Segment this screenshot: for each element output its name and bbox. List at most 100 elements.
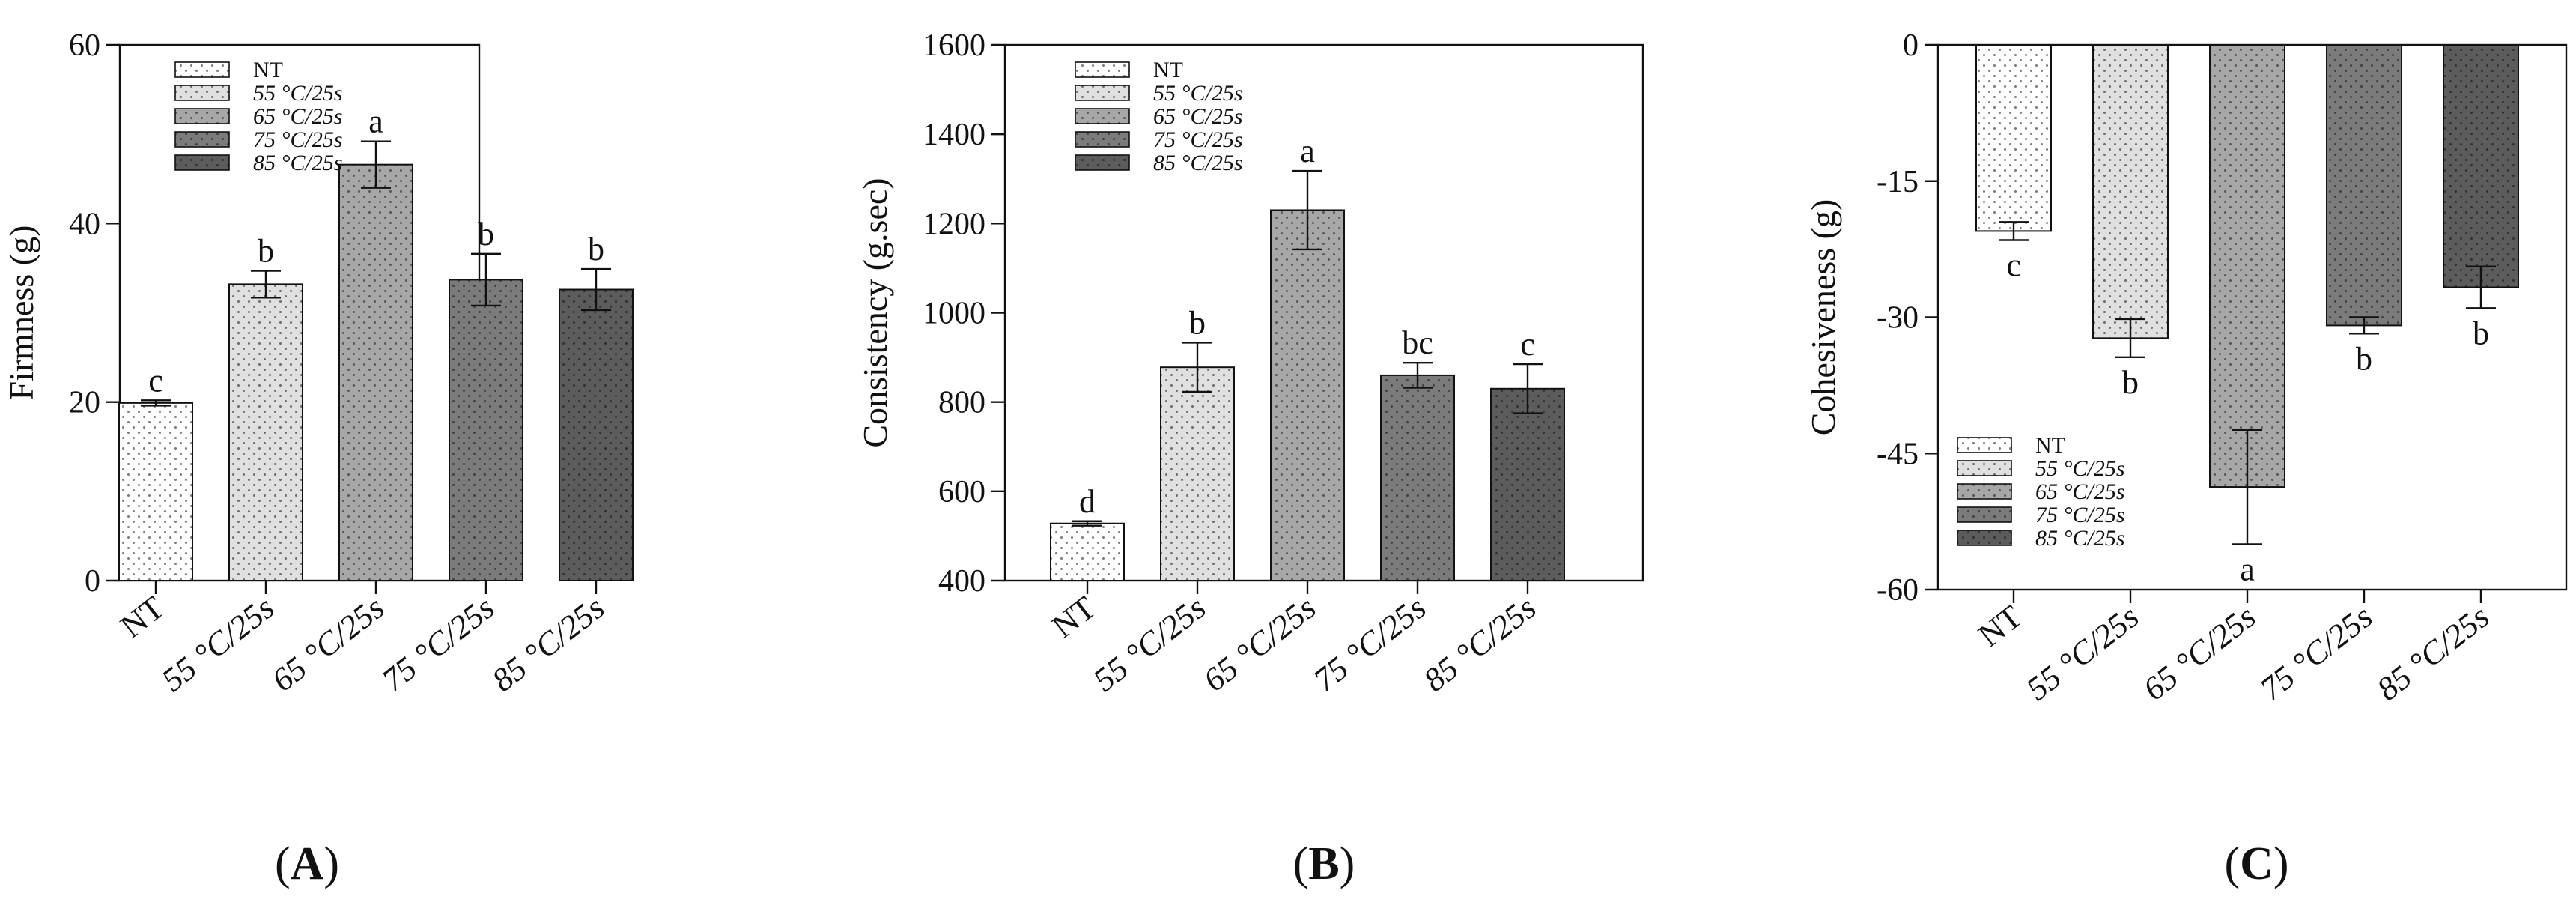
bar	[2443, 44, 2519, 288]
y-tick-label: 1000	[923, 297, 985, 331]
bar	[1975, 44, 2052, 232]
y-tick-label: 1200	[923, 207, 985, 241]
legend-label: 55 °C/25s	[1153, 81, 1243, 106]
legend-swatch	[1957, 460, 2012, 476]
error-bar	[2466, 265, 2496, 309]
error-bar	[361, 140, 391, 189]
x-tick-label: 65 °C/25s	[1197, 589, 1322, 699]
x-tick-label: 55 °C/25s	[1087, 589, 1212, 699]
legend-label: NT	[253, 58, 283, 82]
significance-label: c	[1520, 326, 1535, 363]
y-tick-label: 60	[69, 28, 100, 63]
error-bar	[1182, 342, 1212, 393]
bar	[2092, 44, 2169, 339]
legend-swatch	[1957, 530, 2012, 546]
legend-label: 75 °C/25s	[2035, 503, 2125, 527]
significance-label: a	[368, 103, 383, 140]
error-bar	[2115, 318, 2145, 359]
legend-label: 55 °C/25s	[2035, 456, 2125, 481]
y-tick-label: 1400	[923, 118, 985, 152]
y-tick-label: -45	[1877, 437, 1919, 471]
legend-label: 85 °C/25s	[1153, 151, 1243, 175]
x-tick-label: 65 °C/25s	[265, 589, 391, 699]
bar	[1050, 522, 1125, 582]
y-axis-title: Firmness (g)	[2, 226, 40, 401]
legend-label: 85 °C/25s	[253, 151, 343, 175]
y-tick-label: 0	[1903, 28, 1919, 63]
error-bar	[1513, 363, 1543, 414]
significance-label: b	[2356, 340, 2372, 377]
x-tick-label: 75 °C/25s	[2253, 598, 2379, 708]
legend-swatch	[174, 154, 230, 171]
x-tick-label: 85 °C/25s	[1417, 589, 1543, 699]
significance-label: b	[258, 232, 274, 269]
bar	[2209, 44, 2285, 488]
significance-label: c	[2006, 247, 2021, 284]
x-tick-label: 55 °C/25s	[155, 589, 281, 699]
x-tick-label: 55 °C/25s	[2020, 598, 2145, 708]
error-bar	[581, 267, 611, 312]
panel-b-consistency-chart: 400 600 800 1000 1200 1400 1600 Consistency (g.…	[856, 28, 1644, 889]
significance-label: b	[1189, 304, 1206, 341]
legend-label: 55 °C/25s	[253, 81, 343, 106]
bar	[228, 283, 303, 581]
legend-swatch	[174, 131, 230, 148]
significance-label: b	[588, 231, 604, 267]
error-bar	[141, 399, 171, 407]
bar	[559, 288, 634, 581]
panel-label: (C)	[2224, 838, 2288, 889]
y-tick-label: 600	[938, 475, 985, 509]
legend-swatch	[1075, 131, 1130, 148]
y-tick-label: -15	[1877, 165, 1919, 199]
x-tick-label: 85 °C/25s	[485, 589, 611, 699]
y-tick-label: 800	[938, 386, 985, 420]
y-tick-label: 20	[69, 386, 100, 420]
x-tick-label: NT	[1972, 598, 2029, 654]
bar	[1490, 387, 1565, 582]
error-bar	[2232, 429, 2262, 545]
legend-label: 75 °C/25s	[1153, 127, 1243, 152]
error-bar	[1072, 520, 1102, 527]
y-tick-label: 1600	[923, 28, 985, 63]
x-tick-label: 75 °C/25s	[1307, 589, 1433, 699]
x-tick-label: NT	[114, 589, 171, 645]
significance-label: d	[1079, 483, 1096, 520]
significance-label: c	[148, 362, 163, 399]
legend-swatch	[1075, 61, 1130, 78]
legend-label: NT	[1153, 58, 1183, 82]
x-tick-label: 65 °C/25s	[2136, 598, 2262, 708]
significance-label: b	[2122, 364, 2139, 401]
error-bar	[251, 270, 281, 299]
significance-label: bc	[1402, 324, 1433, 361]
legend-swatch	[1957, 506, 2012, 523]
legend-label: 65 °C/25s	[2035, 479, 2125, 504]
significance-label: a	[1300, 133, 1315, 169]
bar	[1380, 374, 1455, 581]
error-bar	[1292, 169, 1322, 251]
bar	[118, 402, 193, 581]
legend-swatch	[1075, 85, 1130, 101]
bar	[1270, 209, 1345, 581]
bar	[338, 163, 413, 581]
y-tick-label: 40	[69, 207, 100, 241]
legend-swatch	[174, 108, 230, 124]
y-tick-label: -60	[1877, 573, 1919, 608]
legend-label: NT	[2035, 433, 2065, 458]
y-axis-title: Cohesiveness (g)	[1804, 199, 1842, 436]
error-bar	[1999, 221, 2029, 241]
y-tick-label: 0	[85, 564, 100, 599]
y-axis-title: Consistency (g.sec)	[856, 178, 894, 447]
legend-label: 65 °C/25s	[253, 104, 343, 129]
bar	[2326, 44, 2402, 327]
panel-a-firmness-chart: 0 20 40 60 Firmness (g) c NT b 55 °C/25s a 65 °C/2…	[2, 28, 634, 889]
bar	[449, 279, 523, 581]
x-tick-label: 75 °C/25s	[375, 589, 501, 699]
legend-label: 85 °C/25s	[2035, 526, 2125, 551]
error-bar	[471, 252, 501, 307]
legend-swatch	[1075, 154, 1130, 171]
panel-label: (A)	[275, 838, 339, 889]
